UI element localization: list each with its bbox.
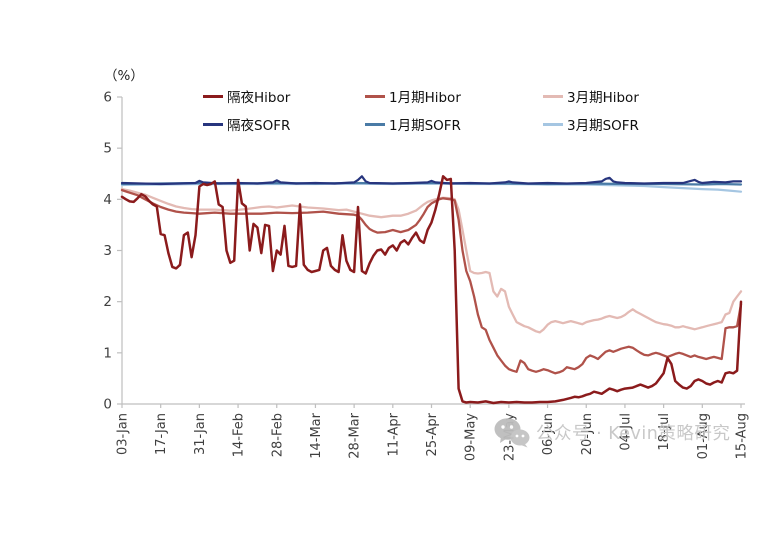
legend-label-m3-sofr: 3月期SOFR — [567, 118, 639, 134]
x-tick-label: 09-May — [464, 413, 479, 461]
x-tick-label: 14-Feb — [232, 413, 247, 457]
legend: 隔夜Hibor 1月期Hibor 3月期Hibor 隔夜SOFR 1月期SOFR 3月期S… — [203, 86, 639, 134]
x-tick-label: 20-Jun — [580, 413, 595, 455]
watermark-text: 公众号 · Kevin策略研究 — [536, 424, 731, 444]
x-tick-label: 15-Aug — [735, 413, 750, 459]
legend-label-m1-hibor: 1月期Hibor — [389, 90, 461, 106]
legend-item-m1-hibor: 1月期Hibor — [365, 86, 543, 106]
wechat-icon — [494, 418, 530, 448]
legend-label-m3-hibor: 3月期Hibor — [567, 90, 639, 106]
legend-swatch-overnight-hibor — [203, 94, 223, 98]
x-tick-label: 06-Jun — [541, 413, 556, 455]
x-tick-label: 28-Feb — [270, 413, 285, 457]
legend-label-m1-sofr: 1月期SOFR — [389, 118, 461, 134]
x-tick-label: 25-Apr — [425, 412, 440, 456]
y-tick-label: 5 — [103, 141, 112, 157]
x-tick-label: 31-Jan — [193, 413, 208, 455]
series-line-overnight-hibor — [120, 175, 743, 405]
y-tick-label: 0 — [103, 397, 112, 413]
legend-item-overnight-sofr: 隔夜SOFR — [203, 114, 365, 134]
y-tick-label: 6 — [103, 90, 112, 106]
series-line-m1-hibor — [120, 188, 743, 375]
x-tick-label: 18-Jul — [657, 413, 672, 451]
legend-label-overnight-sofr: 隔夜SOFR — [227, 118, 291, 134]
legend-swatch-m3-sofr — [543, 122, 563, 126]
legend-swatch-m1-sofr — [365, 122, 385, 126]
x-tick-label: 11-Apr — [386, 412, 401, 456]
x-tick-label: 01-Aug — [696, 413, 711, 459]
x-tick-label: 28-Mar — [348, 412, 363, 458]
y-tick-label: 3 — [103, 243, 112, 259]
y-axis-unit-label: （%） — [104, 68, 144, 84]
x-tick-label: 14-Mar — [309, 412, 324, 458]
legend-item-overnight-hibor: 隔夜Hibor — [203, 86, 365, 106]
legend-label-overnight-hibor: 隔夜Hibor — [227, 90, 291, 106]
y-tick-label: 4 — [103, 192, 112, 208]
legend-swatch-m1-hibor — [365, 94, 385, 98]
legend-swatch-m3-hibor — [543, 94, 563, 98]
series-line-m3-hibor — [120, 187, 743, 334]
legend-item-m1-sofr: 1月期SOFR — [365, 114, 543, 134]
legend-swatch-overnight-sofr — [203, 122, 223, 126]
x-tick-label: 17-Jan — [154, 413, 169, 455]
legend-item-m3-hibor: 3月期Hibor — [543, 86, 639, 106]
y-tick-label: 1 — [103, 345, 112, 361]
y-tick-label: 2 — [103, 294, 112, 310]
legend-item-m3-sofr: 3月期SOFR — [543, 114, 639, 134]
x-tick-label: 03-Jan — [116, 413, 131, 455]
x-tick-label: 04-Jul — [618, 413, 633, 451]
watermark: 公众号 · Kevin策略研究 — [494, 417, 730, 448]
